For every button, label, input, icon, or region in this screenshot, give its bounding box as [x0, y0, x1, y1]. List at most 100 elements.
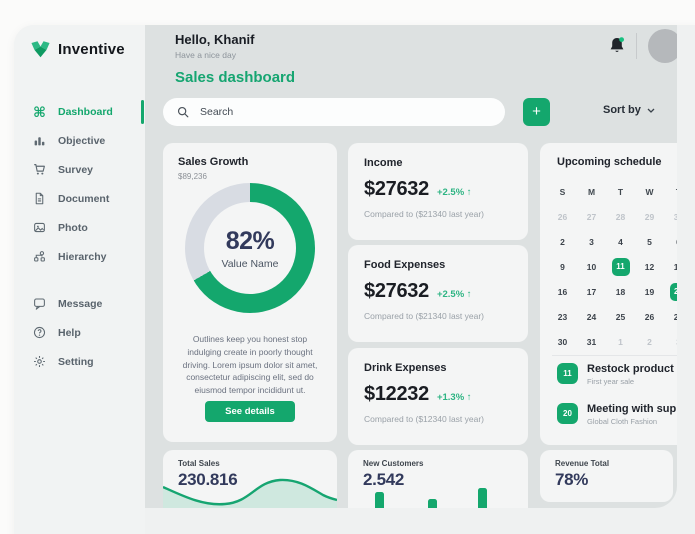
calendar-day[interactable]: 23: [557, 311, 568, 322]
revenue-total-value: 78%: [555, 470, 589, 489]
revenue-total-card: Revenue Total 78%: [540, 450, 673, 502]
brand: Inventive: [14, 25, 145, 59]
greeting-name: Hello, Khanif: [175, 32, 255, 47]
event-title: Meeting with supiler: [587, 403, 677, 415]
sidebar-item-label: Objective: [58, 134, 106, 147]
sales-trend-chart: [163, 478, 337, 508]
bar: [375, 492, 384, 508]
calendar-day[interactable]: 5: [647, 236, 652, 247]
calendar-day[interactable]: 3: [589, 236, 594, 247]
schedule-event[interactable]: 11 Restock product First year sale: [557, 363, 674, 386]
calendar-day[interactable]: 11: [611, 257, 630, 276]
calendar-day[interactable]: 3: [676, 337, 677, 347]
donut-center: 82% Value Name: [204, 202, 296, 294]
sidebar-item-hierarchy[interactable]: Hierarchy: [14, 242, 145, 271]
schedule-title: Upcoming schedule: [557, 156, 662, 168]
sort-by-dropdown[interactable]: Sort by: [603, 104, 655, 116]
sidebar-item-message[interactable]: Message: [14, 289, 145, 318]
page-title: Sales dashboard: [175, 69, 296, 86]
calendar-day-selected: 11: [611, 257, 630, 276]
calendar-day[interactable]: 2: [647, 336, 652, 347]
up-arrow-icon: ↑: [466, 187, 472, 198]
calendar-day[interactable]: 17: [586, 286, 597, 297]
new-customers-value: 2.542: [363, 470, 405, 489]
schedule-event[interactable]: 20 Meeting with supiler Global Cloth Fas…: [557, 403, 677, 426]
drink-expenses-change: +1.3% ↑: [436, 392, 472, 403]
cart-icon: [32, 163, 47, 176]
calendar-day[interactable]: 30: [557, 336, 568, 347]
calendar-day[interactable]: 19: [644, 286, 655, 297]
calendar-day[interactable]: 18: [615, 286, 626, 297]
income-value: $27632: [364, 178, 429, 200]
calendar-day[interactable]: 26: [644, 311, 655, 322]
see-details-button[interactable]: See details: [205, 401, 295, 422]
up-arrow-icon: ↑: [466, 289, 472, 300]
calendar-day[interactable]: 12: [644, 261, 655, 272]
sidebar-item-document[interactable]: Document: [14, 184, 145, 213]
calendar-day-header: T: [617, 186, 624, 197]
header-divider: [636, 33, 637, 59]
calendar-day[interactable]: 28: [615, 211, 626, 222]
greeting-block: Hello, Khanif Have a nice day: [175, 32, 254, 60]
calendar-day[interactable]: 29: [644, 211, 655, 222]
sidebar-item-label: Hierarchy: [58, 250, 107, 263]
calendar: SMTWTFS262728293031123456789101112131415…: [548, 179, 677, 354]
calendar-day-selected: 20: [669, 282, 677, 301]
dashboard-icon: ⌘: [33, 103, 46, 120]
sidebar-item-dashboard[interactable]: ⌘ Dashboard: [14, 97, 145, 126]
sidebar-item-label: Dashboard: [58, 105, 113, 118]
sidebar-item-label: Survey: [58, 163, 94, 176]
sidebar-item-setting[interactable]: Setting: [14, 347, 145, 376]
event-subtitle: First year sale: [587, 377, 635, 386]
calendar-day[interactable]: 30: [673, 211, 677, 222]
calendar-day[interactable]: 27: [586, 211, 597, 222]
event-date-badge: 11: [557, 363, 578, 384]
sidebar-item-help[interactable]: Help: [14, 318, 145, 347]
sidebar-item-survey[interactable]: Survey: [14, 155, 145, 184]
sort-by-label: Sort by: [603, 104, 641, 116]
avatar[interactable]: [648, 29, 677, 63]
donut-percent: 82%: [225, 226, 275, 255]
income-title: Income: [364, 157, 403, 169]
calendar-day[interactable]: 31: [586, 336, 597, 347]
new-customers-card: New Customers 2.542: [348, 450, 528, 508]
income-card: Income $27632 +2.5% ↑ Compared to ($2134…: [348, 143, 528, 240]
greeting-subtitle: Have a nice day: [175, 50, 236, 60]
bar-chart-icon: [32, 134, 47, 147]
calendar-day[interactable]: 1: [618, 336, 623, 347]
calendar-day[interactable]: 13: [673, 261, 677, 272]
calendar-day[interactable]: 6: [676, 237, 677, 247]
search-input[interactable]: [198, 105, 442, 119]
drink-expenses-value: $12232: [364, 383, 429, 405]
notification-bell-icon[interactable]: [608, 36, 630, 60]
sidebar-item-objective[interactable]: Objective: [14, 126, 145, 155]
event-title: Restock product: [587, 363, 674, 375]
calendar-day[interactable]: 24: [586, 311, 597, 322]
calendar-day[interactable]: 20: [669, 282, 677, 301]
calendar-day[interactable]: 2: [560, 236, 565, 247]
search-bar[interactable]: [163, 98, 505, 126]
calendar-day[interactable]: 9: [560, 261, 565, 272]
bar: [428, 499, 437, 508]
sales-growth-title: Sales Growth: [178, 156, 249, 168]
gear-icon: [32, 355, 47, 368]
calendar-day[interactable]: 26: [557, 211, 568, 222]
drink-expenses-card: Drink Expenses $12232 +1.3% ↑ Compared t…: [348, 348, 528, 445]
calendar-day-header: T: [676, 187, 677, 197]
event-subtitle: Global Cloth Fashion: [587, 417, 658, 426]
sidebar-item-label: Photo: [58, 221, 88, 234]
calendar-day[interactable]: 25: [615, 311, 626, 322]
up-arrow-icon: ↑: [466, 392, 472, 403]
calendar-day[interactable]: 16: [557, 286, 568, 297]
add-button[interactable]: +: [523, 98, 550, 126]
calendar-day[interactable]: 10: [586, 261, 597, 272]
sidebar: Inventive ⌘ Dashboard Objective Survey Docum…: [14, 25, 145, 534]
sidebar-item-label: Setting: [58, 355, 94, 368]
sidebar-item-photo[interactable]: Photo: [14, 213, 145, 242]
sidebar-item-label: Help: [58, 326, 81, 339]
upcoming-schedule-card: Upcoming schedule SMTWTFS262728293031123…: [540, 143, 677, 445]
main-panel: Hello, Khanif Have a nice day Sales dash…: [145, 25, 677, 508]
calendar-day[interactable]: 4: [618, 236, 623, 247]
revenue-total-title: Revenue Total: [555, 459, 610, 468]
calendar-day[interactable]: 27: [673, 311, 677, 322]
